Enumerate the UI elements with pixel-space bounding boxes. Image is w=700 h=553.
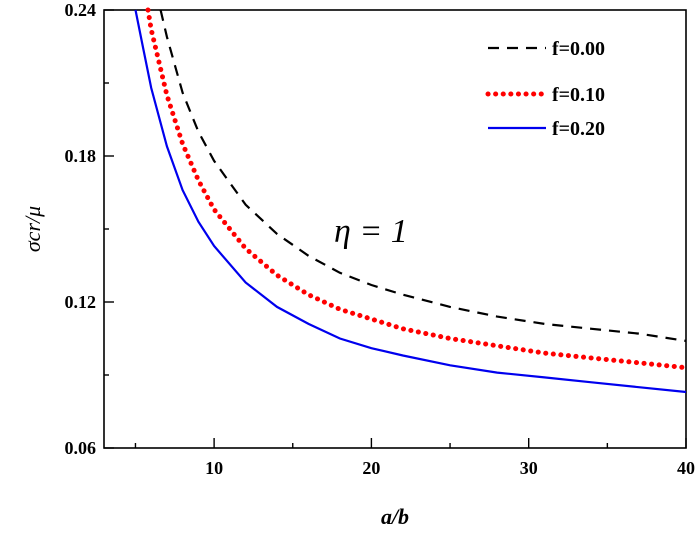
legend: f=0.00 f=0.10 f=0.20 xyxy=(485,38,605,140)
x-axis-title: a/b xyxy=(381,504,409,529)
axis-ticks: 10 20 30 40 0.06 0.12 0.18 0.24 xyxy=(65,0,696,478)
y-tick-label: 0.18 xyxy=(65,146,97,166)
series-line-f020 xyxy=(134,9,687,394)
y-tick-label: 0.12 xyxy=(65,292,97,312)
x-tick-label: 20 xyxy=(362,458,380,478)
y-tick-label: 0.24 xyxy=(65,0,97,20)
y-axis-title: σcr/μ xyxy=(20,206,45,252)
series-layer xyxy=(134,7,689,394)
legend-label-f010: f=0.10 xyxy=(552,84,605,106)
annotation-eta: η = 1 xyxy=(334,213,408,250)
x-tick-label: 30 xyxy=(520,458,538,478)
series-line-f010 xyxy=(145,7,689,371)
legend-label-f000: f=0.00 xyxy=(552,38,605,60)
y-tick-label: 0.06 xyxy=(65,438,97,458)
legend-label-f020: f=0.20 xyxy=(552,118,605,140)
x-tick-label: 40 xyxy=(677,458,695,478)
x-tick-label: 10 xyxy=(205,458,223,478)
series-line-f000 xyxy=(159,9,687,342)
